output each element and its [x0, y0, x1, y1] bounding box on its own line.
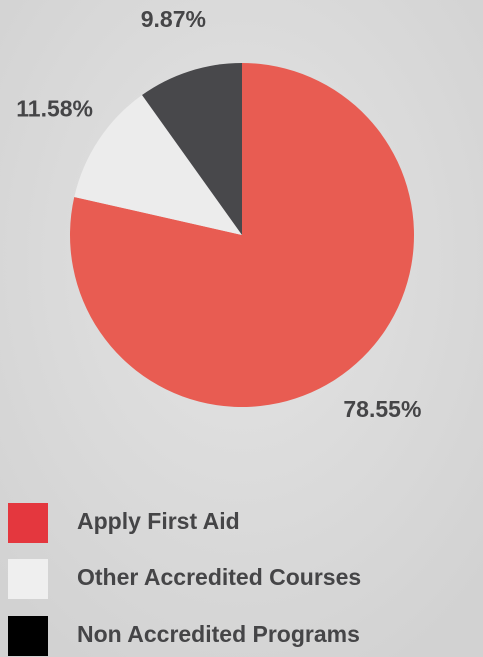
- data-label: 9.87%: [141, 6, 206, 32]
- legend-label: Apply First Aid: [77, 508, 240, 534]
- legend-label: Other Accredited Courses: [77, 564, 361, 590]
- data-label: 78.55%: [343, 396, 421, 422]
- pie-slice: [74, 95, 242, 235]
- legend-label: Non Accredited Programs: [77, 621, 360, 647]
- pie-slice: [70, 63, 414, 407]
- data-label: 11.58%: [16, 95, 93, 121]
- pie-slice: [142, 63, 242, 235]
- legend-swatch: [8, 503, 48, 543]
- legend-swatch: [8, 559, 48, 599]
- legend-swatch: [8, 616, 48, 656]
